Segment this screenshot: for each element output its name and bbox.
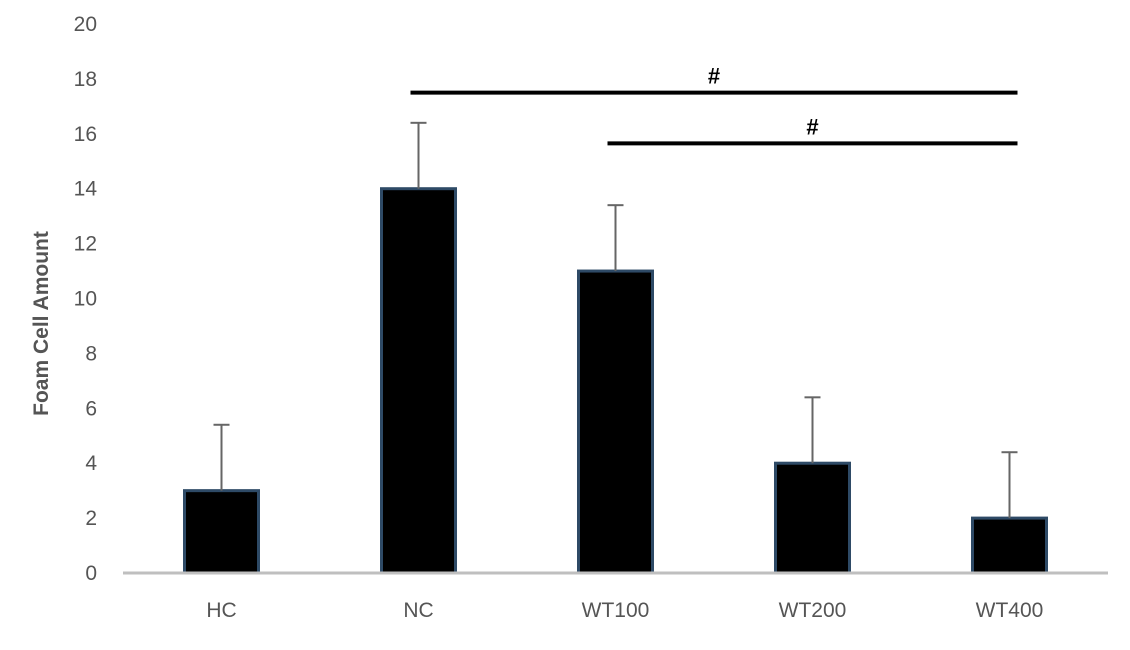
y-axis-title: Foam Cell Amount <box>30 231 53 416</box>
y-tick-label: 8 <box>85 342 97 365</box>
x-tick-label: WT200 <box>779 599 847 622</box>
error-bars <box>213 121 1018 519</box>
y-axis-ticks: 0 2 4 6 8 10 12 14 16 18 20 <box>74 13 98 585</box>
x-tick-label: WT400 <box>976 599 1044 622</box>
x-tick-label: HC <box>206 599 236 622</box>
bar-wt200 <box>774 461 851 575</box>
y-tick-label: 16 <box>74 123 97 146</box>
y-tick-label: 4 <box>85 452 97 475</box>
bar-hc <box>183 489 260 575</box>
y-tick-label: 6 <box>85 397 97 420</box>
y-tick-label: 12 <box>74 233 97 256</box>
x-tick-label: NC <box>403 599 433 622</box>
y-tick-label: 10 <box>74 288 97 311</box>
bar-wt400 <box>971 516 1048 575</box>
y-tick-label: 14 <box>74 178 98 201</box>
x-tick-label: WT100 <box>582 599 650 622</box>
y-tick-label: 2 <box>85 507 97 530</box>
significance-annotations: ## <box>410 64 1018 146</box>
y-tick-label: 0 <box>85 562 97 585</box>
significance-label: # <box>708 64 720 89</box>
significance-label: # <box>806 114 818 139</box>
y-tick-label: 20 <box>74 13 97 36</box>
bar-wt100 <box>577 269 654 575</box>
y-tick-label: 18 <box>74 68 97 91</box>
bar-nc <box>380 187 457 575</box>
x-axis-ticks: HC NC WT100 WT200 WT400 <box>206 599 1043 622</box>
